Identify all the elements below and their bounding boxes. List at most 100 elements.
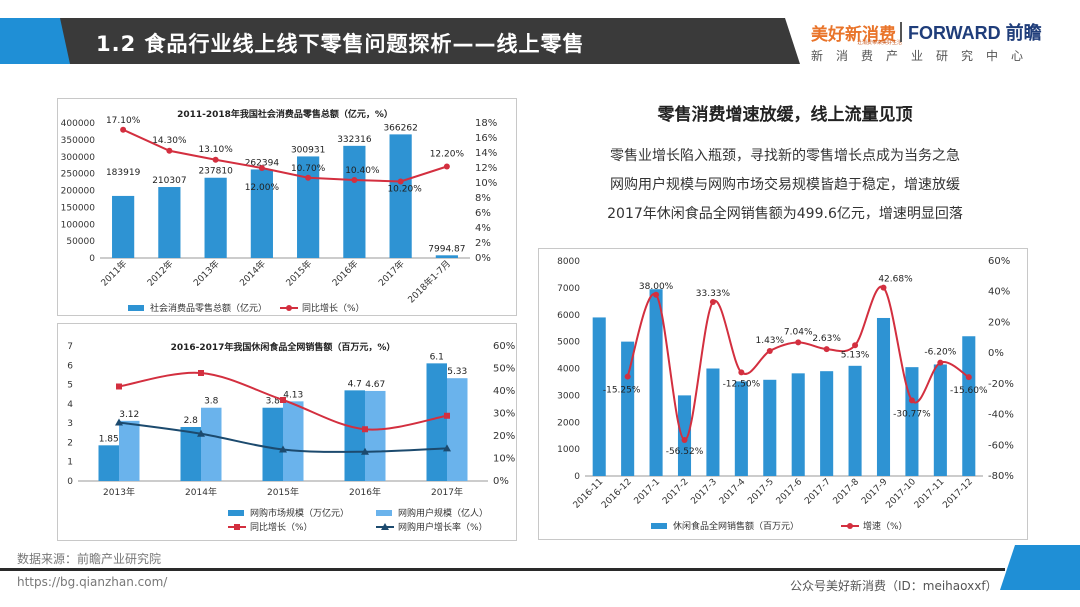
line-point (443, 444, 451, 452)
y-tick-label: 7 (67, 342, 73, 352)
x-tick-label: 2016-11 (572, 477, 606, 511)
series-line (626, 285, 970, 441)
y2-tick-label: 60% (493, 341, 515, 352)
y2-tick-label: 40% (988, 287, 1010, 298)
x-tick-label: 2014年 (237, 258, 268, 289)
footer-accent (1000, 545, 1080, 590)
legend-label: 社会消费品零售总额（亿元） (150, 302, 267, 314)
line-point (115, 418, 123, 426)
line-value-label: 42.68% (878, 275, 913, 285)
y-tick-label: 400000 (61, 119, 96, 129)
x-tick-label: 2017-1 (633, 477, 663, 507)
line-point (908, 397, 915, 404)
brand-logo-slogan: 让消费带来美好生活 (857, 40, 903, 46)
line-value-label: 33.33% (696, 289, 731, 299)
legend-label: 同比增长（%） (302, 302, 365, 314)
line-value-label: -15.60% (950, 386, 988, 396)
bar (905, 367, 919, 476)
brand-logo-forward: FORWARD 前瞻 (908, 23, 1042, 43)
bar-value-label: 2.8 (184, 416, 199, 426)
y-tick-label: 4000 (557, 365, 580, 375)
line-point (444, 412, 450, 419)
x-tick-label: 2016-12 (600, 477, 634, 511)
line-value-label: 38.00% (639, 282, 674, 292)
bar (649, 289, 663, 476)
y-tick-label: 7000 (557, 284, 580, 294)
bar-value-label: 3.12 (119, 410, 139, 420)
line-point (681, 436, 688, 443)
y2-tick-label: 20% (493, 431, 515, 442)
chart-snack-sales: 0 1000 2000 3000 4000 5000 6000 7000 8000 -80% -60… (557, 256, 1014, 532)
line-point (852, 342, 859, 349)
y-tick-label: 4 (67, 400, 73, 410)
bar (677, 395, 692, 476)
bar (621, 341, 635, 476)
bar (592, 317, 606, 476)
legend-label: 网购用户增长率（%） (398, 521, 488, 533)
line-point (443, 163, 450, 170)
x-tick-label: 2013年 (191, 258, 222, 289)
summary-line-3: 2017年休闲食品全网销售额为499.6亿元，增速明显回落 (607, 206, 963, 222)
bar (447, 378, 468, 481)
line-point (116, 383, 122, 390)
line-point (823, 346, 830, 353)
bar-value-label: 4.13 (283, 390, 303, 400)
summary-line-1: 零售业增长陷入瓶颈，寻找新的零售增长点成为当务之急 (610, 148, 960, 164)
bar-value-label: 7994.87 (428, 244, 465, 254)
y2-tick-label: 60% (988, 256, 1010, 267)
bar-value-label: 6.1 (430, 352, 444, 362)
chart-panel-snack: 0 1000 2000 3000 4000 5000 6000 7000 8000 -80% -60… (538, 248, 1028, 540)
bar (876, 317, 891, 476)
bar-value-label: 4.67 (365, 380, 385, 390)
logo-divider (900, 22, 902, 42)
legend-swatch (651, 523, 667, 529)
legend-swatch (228, 510, 244, 516)
line-value-label: 17.10% (106, 116, 141, 126)
wechat-account: 公众号美好新消费（ID：meihaoxxf） (790, 579, 998, 593)
legend-swatch (376, 510, 392, 516)
x-tick-label: 2017-11 (913, 477, 947, 511)
chart-online-shopping: 2016-2017年我国休闲食品全网销售额（百万元，%） 0 1 2 3 4 5 6 7 0% 10… (67, 341, 515, 533)
x-tick-label: 2018年1-7月 (405, 258, 453, 306)
line-value-label: -12.50% (723, 379, 761, 389)
bar (250, 169, 273, 258)
x-tick-label: 2017年 (431, 486, 463, 498)
bar (791, 373, 805, 476)
line-value-label: -6.20% (924, 348, 956, 358)
line-value-label: 10.20% (387, 185, 422, 195)
source-url-link[interactable]: https://bg.qianzhan.com/ (17, 575, 168, 589)
bar-value-label: 366262 (383, 123, 417, 133)
line-point (795, 339, 802, 346)
y2-tick-label: 12% (475, 163, 497, 174)
bar-value-label: 1.85 (99, 434, 119, 444)
y2-tick-label: -80% (988, 471, 1014, 482)
legend-swatch (128, 305, 144, 311)
bar (962, 336, 976, 476)
chart-panel-retail: 2011-2018年我国社会消费品零售总额（亿元，%） 0 50000 100000 1… (57, 98, 517, 316)
line-value-label: 13.10% (198, 145, 233, 155)
x-tick-label: 2017-8 (832, 477, 862, 507)
bar (365, 390, 386, 481)
legend-label: 网购用户规模（亿人） (398, 507, 488, 519)
bar-value-label: 3.8 (204, 397, 219, 407)
bar-value-label: 5.33 (447, 367, 467, 377)
series-line (122, 128, 448, 183)
chart-panel-online: 2016-2017年我国休闲食品全网销售额（百万元，%） 0 1 2 3 4 5 6 7 0% 10… (57, 323, 517, 541)
legend-label: 休闲食品全网销售额（百万元） (673, 520, 799, 532)
y2-tick-label: 30% (493, 409, 515, 420)
line-value-label: -15.25% (603, 386, 641, 396)
x-tick-label: 2017-10 (884, 477, 918, 511)
line-value-label: 2.63% (812, 334, 841, 344)
y-tick-label: 1 (67, 458, 73, 468)
legend-swatch-marker (234, 524, 240, 530)
x-tick-label: 2014年 (185, 486, 217, 498)
y-tick-label: 250000 (61, 170, 96, 180)
bar (201, 407, 222, 481)
bar (426, 363, 447, 481)
line-point (624, 373, 631, 380)
x-tick-label: 2013年 (103, 486, 135, 498)
y2-tick-label: -20% (988, 379, 1014, 390)
bar (763, 379, 777, 476)
bar (98, 445, 119, 481)
legend-label: 网购市场规模（万亿元） (250, 507, 349, 519)
